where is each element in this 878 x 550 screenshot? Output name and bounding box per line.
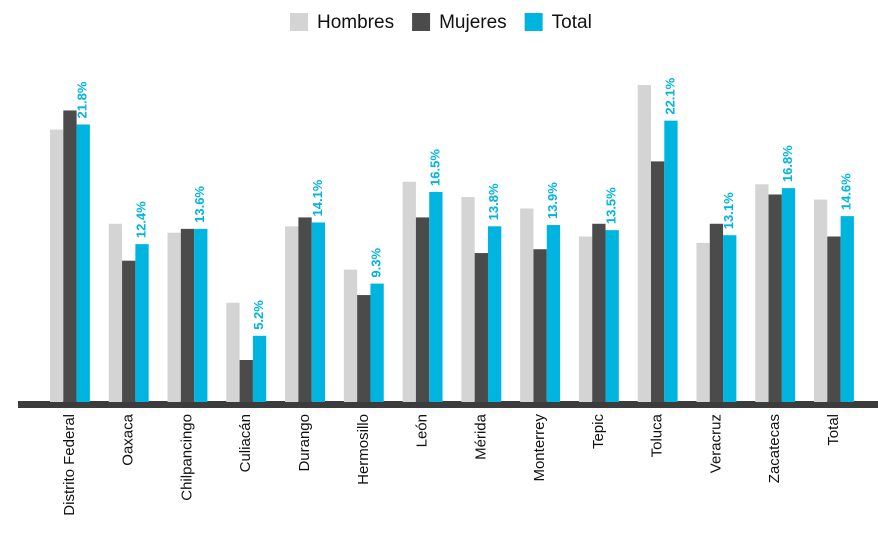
bar	[63, 110, 77, 402]
bar	[429, 191, 443, 402]
value-label: 21.8%	[75, 81, 90, 118]
bar	[696, 242, 710, 402]
bar	[122, 260, 136, 402]
bar	[226, 302, 240, 402]
value-label: 13.5%	[604, 187, 619, 224]
value-label: 16.8%	[780, 145, 795, 182]
bar	[311, 222, 325, 402]
bar	[285, 226, 299, 402]
bar	[546, 225, 561, 402]
x-tick-label: Zacatecas	[766, 414, 783, 483]
value-label: 9.3%	[369, 248, 384, 278]
x-tick-label: Monterrey	[531, 414, 548, 482]
value-label: 13.6%	[192, 186, 207, 223]
bar	[252, 335, 267, 402]
legend-swatch	[524, 13, 543, 31]
x-tick-label: Oaxaca	[120, 413, 137, 465]
x-tick-label: Chilpancingo	[178, 414, 195, 501]
bar	[343, 269, 358, 402]
bar	[723, 235, 737, 402]
x-tick-label: Total	[825, 414, 842, 446]
bar	[76, 124, 90, 402]
bar	[357, 295, 371, 402]
value-label: 13.9%	[545, 182, 560, 219]
bar	[755, 184, 769, 402]
bar	[415, 217, 430, 402]
bar	[664, 120, 678, 403]
x-tick-label: Mérida	[472, 413, 489, 460]
bar	[167, 232, 181, 402]
value-label: 13.1%	[721, 192, 736, 229]
bar	[592, 223, 606, 402]
bar	[520, 208, 534, 402]
x-tick-label: Hermosillo	[355, 414, 372, 485]
bar	[135, 244, 149, 402]
x-tick-label: León	[414, 414, 431, 447]
bar	[194, 228, 208, 402]
legend-label: Mujeres	[439, 12, 507, 33]
value-label: 14.1%	[310, 179, 325, 216]
bar	[533, 249, 547, 402]
bar	[474, 253, 488, 402]
value-label: 5.2%	[251, 300, 266, 330]
bar	[50, 129, 64, 402]
value-label: 16.5%	[427, 149, 442, 186]
bar	[605, 230, 619, 402]
bar	[298, 217, 312, 402]
value-label: 14.6%	[839, 173, 854, 210]
legend-label: Total	[552, 12, 592, 33]
bar	[461, 197, 475, 402]
bar	[487, 226, 502, 402]
bar	[239, 359, 253, 402]
legend-swatch	[290, 13, 308, 31]
bar	[402, 181, 416, 402]
baseline	[18, 401, 878, 408]
bar	[781, 188, 796, 402]
x-tick-label: Culiacán	[237, 414, 254, 472]
bar	[637, 85, 651, 402]
x-tick-label: Durango	[296, 414, 313, 472]
x-tick-label: Distrito Federal	[61, 414, 78, 516]
value-label: 22.1%	[662, 77, 677, 114]
bar	[651, 161, 665, 402]
x-tick-label: Veracruz	[707, 414, 724, 473]
bar	[840, 216, 854, 402]
bar	[814, 199, 828, 402]
bar	[578, 236, 593, 402]
x-tick-label: Toluca	[649, 413, 666, 457]
legend-swatch	[412, 13, 431, 31]
legend-label: Hombres	[317, 12, 394, 33]
value-label: 13.8%	[486, 183, 501, 220]
bar	[370, 283, 384, 402]
bar	[827, 236, 841, 402]
bar	[180, 228, 195, 402]
bar	[768, 194, 782, 402]
value-label: 12.4%	[133, 201, 148, 238]
x-tick-label: Tepic	[590, 414, 607, 450]
bar	[709, 223, 724, 402]
bar	[108, 223, 123, 402]
